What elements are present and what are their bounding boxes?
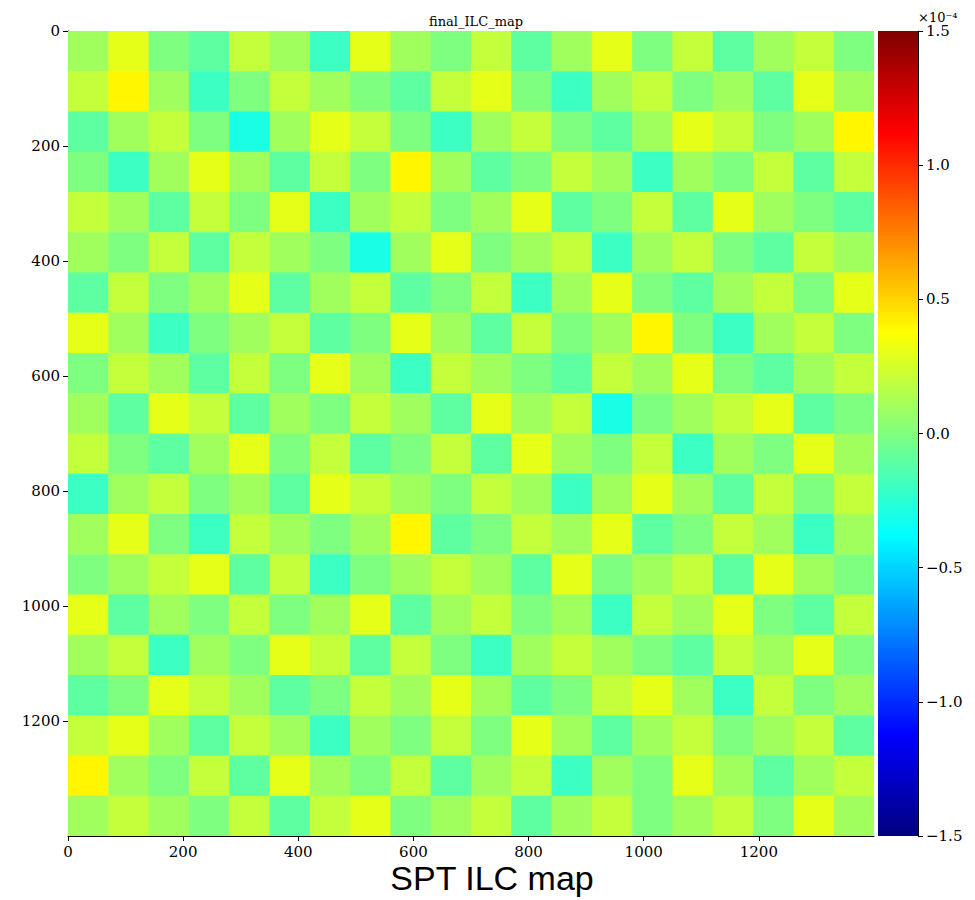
svg-text:−1.5: −1.5 bbox=[926, 827, 962, 845]
svg-text:−0.5: −0.5 bbox=[926, 559, 962, 577]
svg-text:200: 200 bbox=[169, 843, 198, 861]
svg-text:400: 400 bbox=[31, 252, 60, 270]
svg-text:200: 200 bbox=[31, 137, 60, 155]
svg-text:1200: 1200 bbox=[740, 843, 778, 861]
svg-text:−1.0: −1.0 bbox=[926, 693, 962, 711]
svg-text:1.0: 1.0 bbox=[926, 156, 950, 174]
svg-text:600: 600 bbox=[31, 367, 60, 385]
svg-text:1000: 1000 bbox=[22, 597, 60, 615]
svg-text:×10⁻⁴: ×10⁻⁴ bbox=[918, 9, 958, 25]
svg-text:800: 800 bbox=[31, 482, 60, 500]
svg-text:600: 600 bbox=[399, 843, 428, 861]
svg-text:0.0: 0.0 bbox=[926, 425, 950, 443]
svg-text:SPT ILC map: SPT ILC map bbox=[390, 859, 593, 897]
svg-text:1200: 1200 bbox=[22, 712, 60, 730]
svg-text:0.5: 0.5 bbox=[926, 290, 950, 308]
svg-text:1000: 1000 bbox=[625, 843, 663, 861]
svg-text:400: 400 bbox=[284, 843, 313, 861]
svg-text:800: 800 bbox=[514, 843, 543, 861]
svg-text:0: 0 bbox=[50, 22, 60, 40]
svg-text:final_ILC_map: final_ILC_map bbox=[429, 14, 523, 29]
svg-text:0: 0 bbox=[63, 843, 73, 861]
svg-text:1.5: 1.5 bbox=[926, 22, 950, 40]
